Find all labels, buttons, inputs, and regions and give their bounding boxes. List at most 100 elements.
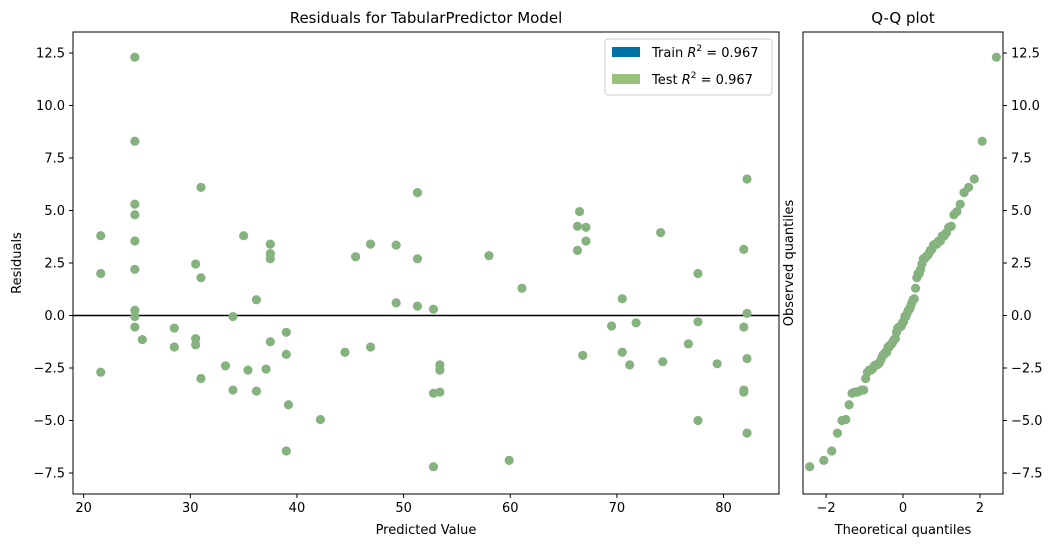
residual-point <box>742 174 752 184</box>
qq-point <box>977 136 987 146</box>
y-tick-label: −5.0 <box>33 414 65 429</box>
qq-point <box>844 400 854 410</box>
residual-point <box>169 323 179 333</box>
residual-point <box>340 347 350 357</box>
qq-x-tick-label: 0 <box>899 501 907 516</box>
qq-point <box>955 199 965 209</box>
x-tick-label: 50 <box>395 501 412 516</box>
residual-point <box>315 414 326 425</box>
residual-point <box>739 322 749 332</box>
residual-point <box>169 342 179 352</box>
residual-point <box>742 428 752 438</box>
qq-point <box>963 182 974 192</box>
residual-point <box>130 264 140 274</box>
qq-point <box>827 446 837 456</box>
x-tick-label: 30 <box>182 501 199 516</box>
qq-x-tick-label: 2 <box>976 501 984 516</box>
legend-label-train: Train R2 = 0.967 <box>651 44 758 61</box>
residuals-y-axis-label: Residuals <box>10 232 25 294</box>
residual-point <box>412 301 423 311</box>
residual-point <box>428 462 439 472</box>
x-tick-label: 60 <box>502 501 519 516</box>
residual-point <box>96 231 106 241</box>
residual-point <box>130 210 140 220</box>
qq-y-tick-label: −5.0 <box>1011 414 1043 429</box>
qq-point <box>991 52 1001 62</box>
qq-point <box>952 206 962 217</box>
residual-point <box>617 347 627 357</box>
residual-point <box>391 240 401 250</box>
qq-marks <box>805 52 1001 472</box>
residual-point <box>281 327 291 337</box>
qq-point <box>909 294 919 304</box>
residual-point <box>220 361 231 371</box>
residual-point <box>412 188 423 198</box>
residual-point <box>265 239 275 249</box>
residuals-x-ticks: 20 30 40 50 60 70 80 <box>75 494 732 516</box>
qq-y-tick-label: 2.5 <box>1011 257 1032 272</box>
residual-point <box>265 337 275 347</box>
residual-point <box>196 373 206 384</box>
residual-point <box>435 365 445 375</box>
residual-point <box>191 259 201 269</box>
residual-point <box>658 357 668 367</box>
residual-point <box>196 182 206 192</box>
residual-point <box>739 244 749 254</box>
qq-plot-area <box>802 31 1004 495</box>
residual-point <box>283 400 294 410</box>
y-tick-label: 10.0 <box>36 99 65 114</box>
residual-point <box>391 298 401 308</box>
legend: Train R2 = 0.967 Test R2 = 0.967 <box>604 38 773 96</box>
residual-point <box>581 236 591 246</box>
residual-point <box>365 342 376 352</box>
residuals-title: Residuals for TabularPredictor Model <box>290 9 563 27</box>
qq-panel: Q-Q plot −2 0 2 −7.5 −5.0 −2.5 0.0 2.5 5.0 7.5 10… <box>782 9 1043 538</box>
residual-point <box>656 227 666 238</box>
residual-point <box>693 317 703 327</box>
x-tick-label: 40 <box>289 501 306 516</box>
qq-y-tick-label: 5.0 <box>1011 204 1032 219</box>
qq-y-tick-label: 0.0 <box>1011 309 1032 324</box>
residual-point <box>137 335 147 345</box>
residual-point <box>243 365 253 375</box>
y-tick-label: 12.5 <box>36 47 65 62</box>
qq-x-axis-label: Theoretical quantiles <box>834 523 972 538</box>
residual-point <box>130 136 140 146</box>
residual-point <box>572 245 583 255</box>
qq-x-ticks: −2 0 2 <box>816 494 984 516</box>
y-tick-label: 2.5 <box>44 257 65 272</box>
x-tick-label: 70 <box>609 501 626 516</box>
residual-point <box>712 359 722 369</box>
legend-label-test: Test R2 = 0.967 <box>651 71 753 88</box>
qq-y-tick-label: −2.5 <box>1011 362 1043 377</box>
residual-point <box>265 254 275 264</box>
residual-point <box>739 387 749 397</box>
residual-point <box>251 295 262 305</box>
qq-y-axis-label: Observed quantiles <box>782 200 797 327</box>
qq-point <box>969 174 979 184</box>
residual-point <box>606 321 617 331</box>
qq-point <box>859 385 869 395</box>
qq-y-tick-label: 10.0 <box>1011 99 1040 114</box>
residual-point <box>281 349 291 359</box>
residuals-y-ticks: −7.5 −5.0 −2.5 0.0 2.5 5.0 7.5 10.0 12.5 <box>33 47 73 482</box>
residual-point <box>351 252 361 262</box>
residual-point <box>130 52 140 62</box>
residual-point <box>130 322 140 332</box>
residual-point <box>251 386 262 396</box>
residual-point <box>239 231 249 241</box>
residual-point <box>435 387 445 397</box>
residual-point <box>693 415 703 426</box>
residual-point <box>625 360 635 370</box>
x-tick-label: 20 <box>75 501 92 516</box>
residual-point <box>191 340 201 350</box>
residual-point <box>196 273 206 283</box>
residual-point <box>574 206 585 217</box>
residual-point <box>693 268 703 279</box>
y-tick-label: 5.0 <box>44 204 65 219</box>
legend-swatch-train <box>612 47 640 57</box>
residual-point <box>281 446 291 456</box>
qq-point <box>841 414 851 425</box>
residual-point <box>504 455 514 465</box>
